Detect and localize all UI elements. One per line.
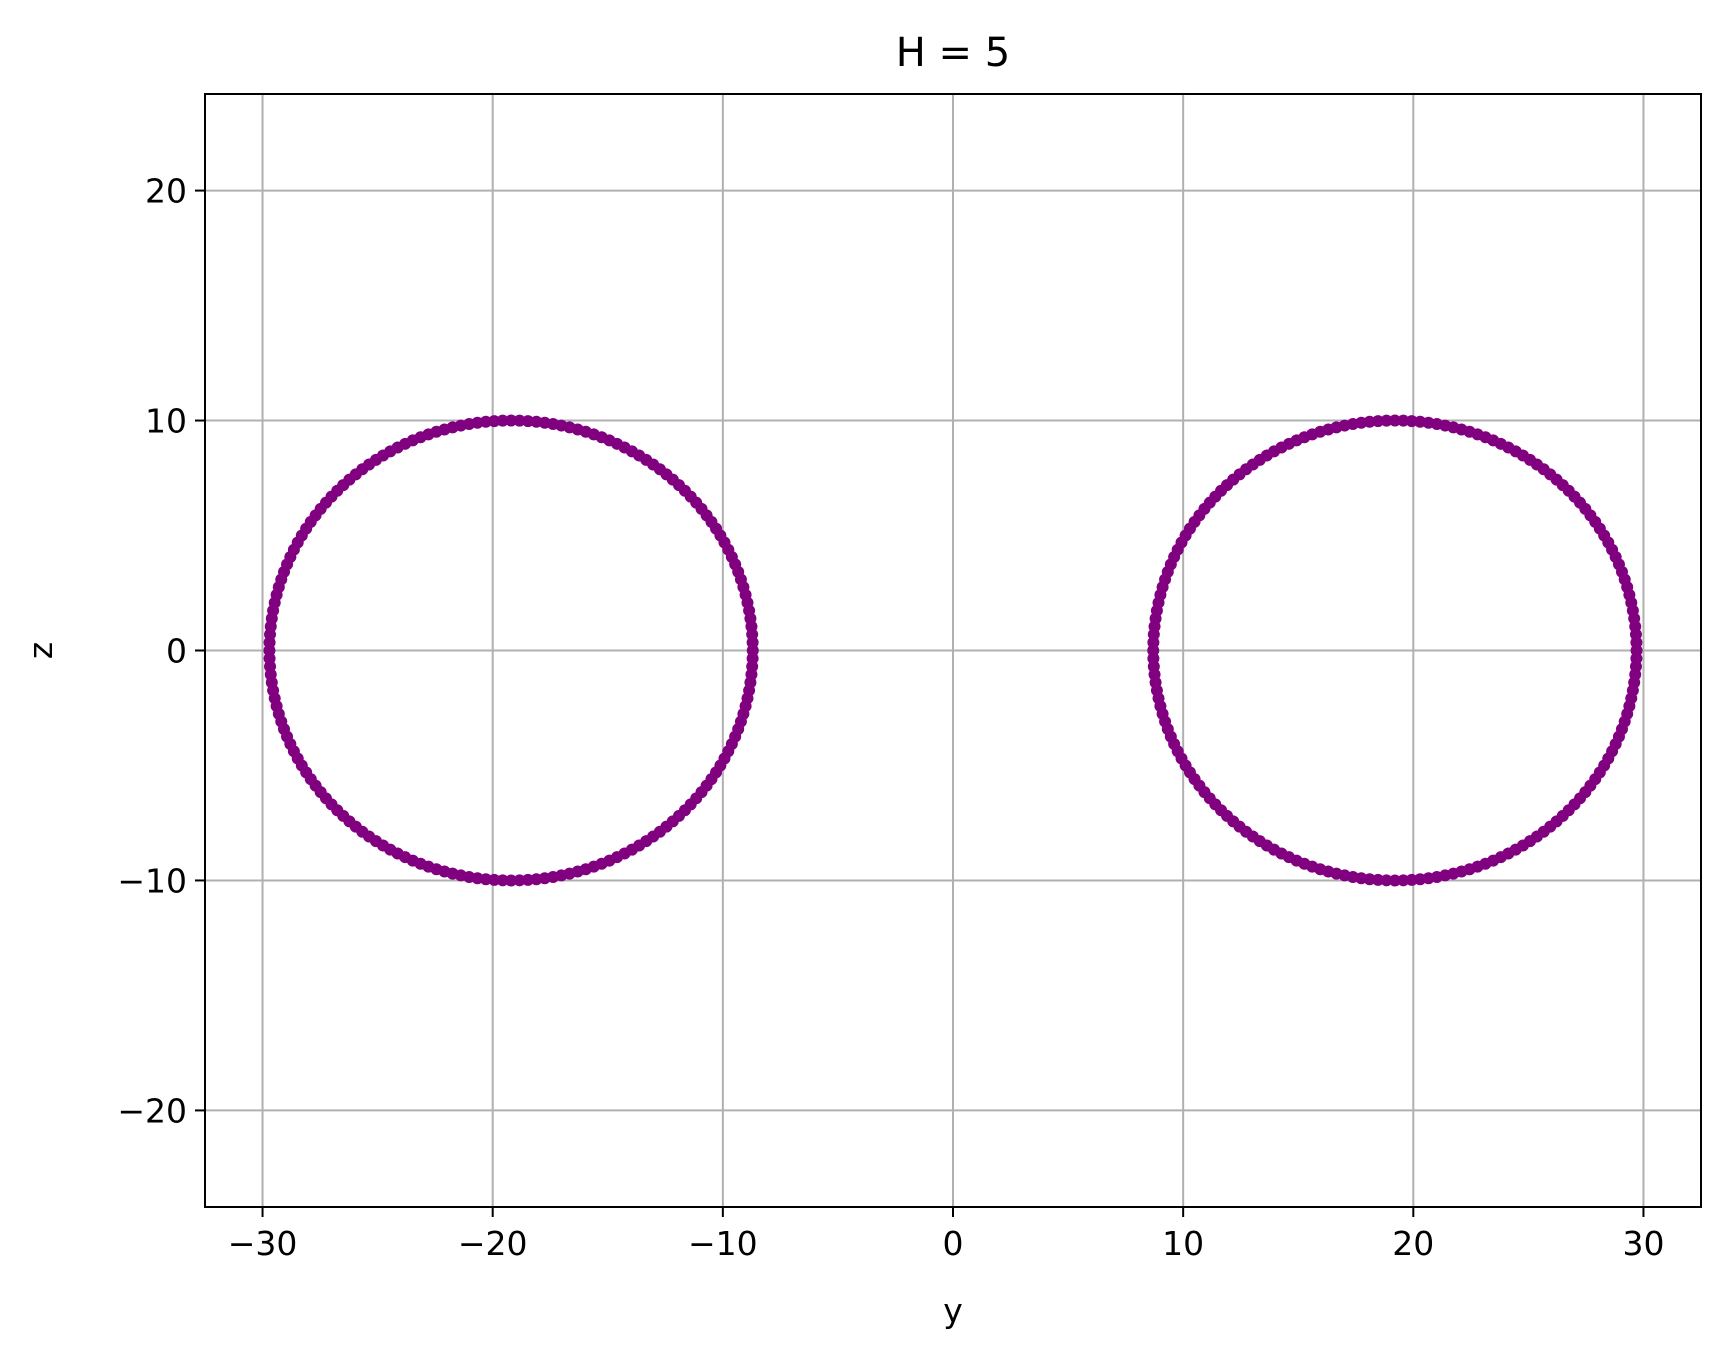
y-tick-label: 0 bbox=[166, 632, 187, 671]
data-point bbox=[1388, 414, 1401, 427]
data-point bbox=[521, 415, 534, 428]
x-axis-label: y bbox=[943, 1291, 963, 1330]
data-series bbox=[263, 414, 1643, 887]
x-tick-label: 0 bbox=[943, 1224, 964, 1263]
data-point bbox=[488, 873, 501, 886]
data-point bbox=[505, 414, 518, 427]
x-tick-label: −20 bbox=[458, 1224, 528, 1263]
chart-title: H = 5 bbox=[896, 30, 1010, 76]
grid bbox=[205, 94, 1701, 1207]
data-point bbox=[1397, 874, 1410, 887]
data-point bbox=[1397, 414, 1410, 427]
data-point bbox=[746, 652, 759, 665]
x-tick-label: −10 bbox=[688, 1224, 758, 1263]
data-point bbox=[496, 874, 509, 887]
data-point bbox=[513, 414, 526, 427]
data-point bbox=[496, 414, 509, 427]
x-tick-label: −30 bbox=[228, 1224, 298, 1263]
data-point bbox=[1630, 652, 1643, 665]
data-point bbox=[513, 874, 526, 887]
y-tick-label: 10 bbox=[145, 402, 187, 441]
axis-ticks: −30 −20 −10 0 10 20 30 −20 −10 0 10 20 bbox=[117, 172, 1664, 1263]
y-tick-label: −10 bbox=[117, 861, 187, 900]
data-point bbox=[1388, 874, 1401, 887]
x-tick-label: 30 bbox=[1622, 1224, 1664, 1263]
ring-series bbox=[263, 414, 759, 887]
x-tick-label: 20 bbox=[1392, 1224, 1434, 1263]
y-tick-label: 20 bbox=[145, 172, 187, 211]
data-point bbox=[1405, 415, 1418, 428]
data-point bbox=[1380, 414, 1393, 427]
ring-series bbox=[1147, 414, 1643, 887]
data-point bbox=[1380, 874, 1393, 887]
y-tick-label: −20 bbox=[117, 1091, 187, 1130]
y-axis-label: z bbox=[21, 642, 60, 659]
data-point bbox=[1372, 873, 1385, 886]
x-tick-label: 10 bbox=[1162, 1224, 1204, 1263]
data-point bbox=[505, 874, 518, 887]
